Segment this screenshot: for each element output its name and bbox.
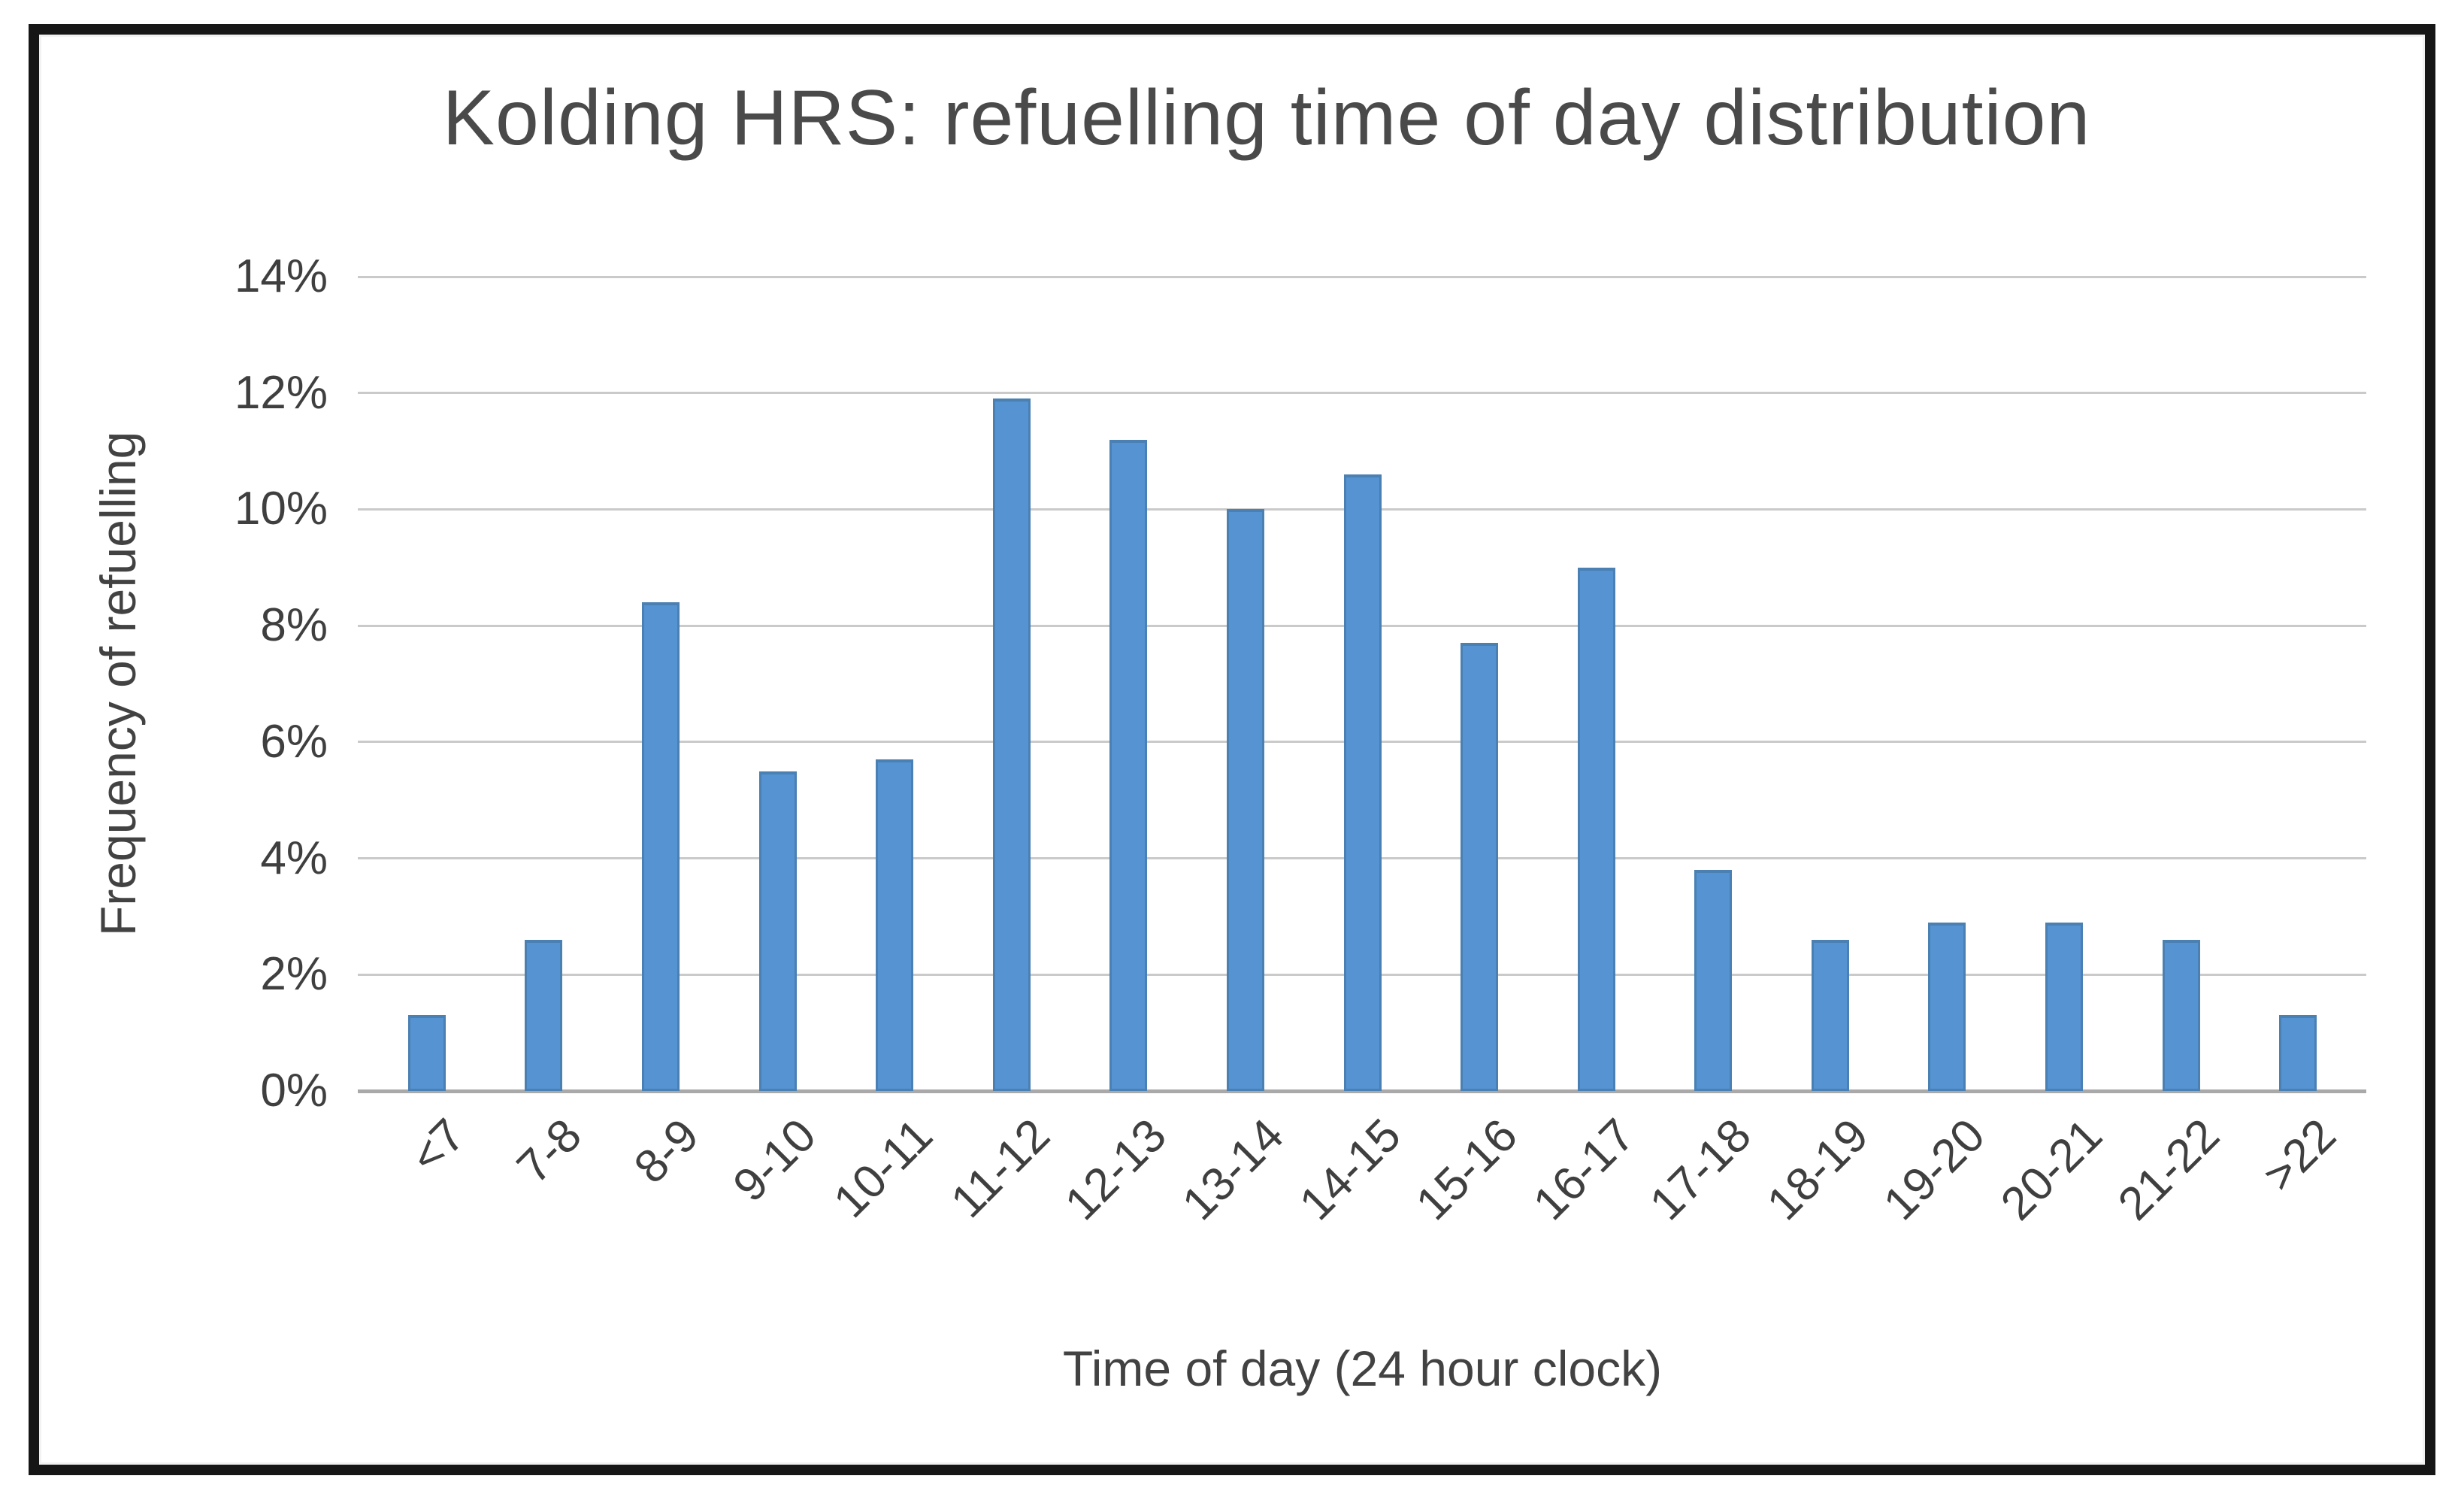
y-tick-label: 0% <box>260 1065 328 1117</box>
bar-13-14 <box>1227 509 1264 1091</box>
gridline <box>358 392 2366 395</box>
y-tick-label: 6% <box>260 715 328 768</box>
bar-11-12 <box>993 398 1031 1091</box>
chart-title: Kolding HRS: refuelling time of day dist… <box>442 74 2091 162</box>
bar-14-15 <box>1344 474 1382 1091</box>
y-tick-label: 2% <box>260 948 328 1001</box>
x-axis-line <box>358 1089 2366 1093</box>
gridline <box>358 275 2366 278</box>
bar-18-19 <box>1812 940 1849 1091</box>
bar-19-20 <box>1928 923 1966 1091</box>
bar-16-17 <box>1578 568 1615 1091</box>
plot-area <box>358 275 2366 1093</box>
y-tick-label: 4% <box>260 832 328 884</box>
y-tick-label: 10% <box>234 483 328 535</box>
bar-15-16 <box>1461 643 1498 1091</box>
bar-17-18 <box>1694 870 1732 1091</box>
bar-20-21 <box>2045 923 2083 1091</box>
bar-21-22 <box>2163 940 2200 1091</box>
bar-9-10 <box>759 771 797 1091</box>
bar->22 <box>2279 1015 2317 1091</box>
bar-10-11 <box>876 759 913 1091</box>
bar-7-8 <box>525 940 562 1091</box>
bar-12-13 <box>1109 440 1147 1091</box>
x-axis-title: Time of day (24 hour clock) <box>1062 1341 1663 1396</box>
y-tick-label: 8% <box>260 599 328 652</box>
y-tick-label: 12% <box>234 366 328 419</box>
y-tick-label: 14% <box>234 250 328 302</box>
bar-<7 <box>408 1015 446 1091</box>
bar-8-9 <box>642 602 680 1091</box>
